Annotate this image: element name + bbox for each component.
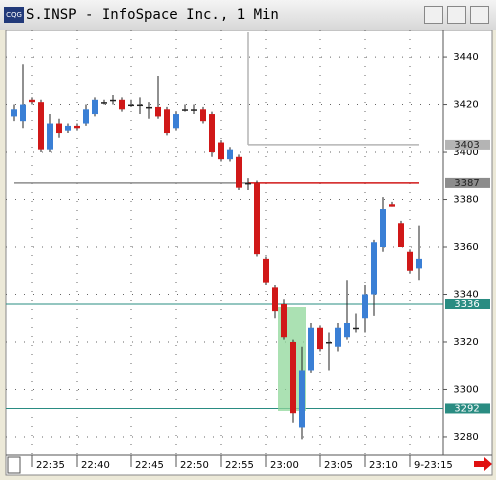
price-tag-label: 3403 — [454, 140, 479, 151]
y-tick-label: 3280 — [453, 432, 478, 443]
svg-text:CQG: CQG — [6, 11, 22, 19]
candle-body — [407, 251, 413, 271]
candle-body — [191, 109, 197, 111]
candle-body — [362, 294, 368, 319]
y-tick-label: 3400 — [453, 147, 478, 158]
price-tag-label: 3336 — [454, 299, 479, 310]
candle-body — [74, 125, 80, 129]
candle-body — [137, 104, 143, 107]
title-bar: CQG S.INSP - InfoSpace Inc., 1 Min — [0, 0, 496, 31]
x-tick-label: 22:45 — [135, 460, 164, 471]
y-tick-label: 3420 — [453, 100, 478, 111]
maximize-button[interactable] — [447, 6, 466, 24]
candle-body — [371, 242, 377, 295]
candle-body — [290, 341, 296, 414]
y-tick-label: 3360 — [453, 242, 478, 253]
x-tick-label: 23:00 — [270, 460, 299, 471]
candle-body — [335, 327, 341, 347]
candle-body — [119, 99, 125, 110]
candle-body — [110, 99, 116, 102]
x-tick-label: 22:35 — [36, 460, 65, 471]
candle-body — [209, 114, 215, 153]
y-tick-label: 3440 — [453, 52, 478, 63]
app-icon: CQG — [4, 7, 24, 23]
candle-body — [65, 125, 71, 131]
x-tick-label: 22:55 — [225, 460, 254, 471]
price-tag-label: 3292 — [454, 403, 479, 414]
x-tick-label: 23:05 — [324, 460, 353, 471]
candle-body — [200, 109, 206, 122]
candle-body — [299, 370, 305, 428]
candle-body — [182, 109, 188, 111]
candle-body — [128, 104, 134, 107]
candle-body — [326, 341, 332, 344]
corner-box[interactable] — [7, 456, 21, 474]
candle-body — [47, 123, 53, 150]
candle-body — [317, 327, 323, 350]
candle-body — [146, 106, 152, 109]
price-tag — [445, 177, 490, 188]
candle-body — [173, 114, 179, 129]
minimize-button[interactable] — [424, 6, 443, 24]
candle-body — [344, 322, 350, 338]
candle-body — [155, 106, 161, 117]
candle-body — [218, 142, 224, 160]
candle-body — [389, 204, 395, 207]
price-tag — [445, 298, 490, 309]
candle-body — [56, 123, 62, 134]
candle-body — [263, 258, 269, 283]
candle-body — [353, 327, 359, 330]
candle-body — [281, 303, 287, 338]
scroll-arrow[interactable] — [474, 457, 492, 471]
y-tick-label: 3340 — [453, 289, 478, 300]
y-tick-label: 3380 — [453, 195, 478, 206]
price-tag — [445, 403, 490, 414]
candle-body — [164, 109, 170, 134]
candle-body — [236, 156, 242, 188]
candle-body — [20, 104, 26, 122]
window-title: S.INSP - InfoSpace Inc., 1 Min — [26, 7, 279, 23]
candle-body — [11, 109, 17, 117]
candle-body — [101, 102, 107, 104]
candle-body — [254, 182, 260, 255]
y-tick-label: 3300 — [453, 384, 478, 395]
candle-body — [38, 102, 44, 150]
x-tick-label: 22:40 — [81, 460, 110, 471]
candle-body — [272, 287, 278, 312]
x-tick-label: 22:50 — [180, 460, 209, 471]
price-tag-label: 3387 — [454, 178, 479, 189]
candle-body — [92, 99, 98, 115]
x-tick-label: 23:10 — [369, 460, 398, 471]
candle-body — [398, 223, 404, 248]
candle-body — [380, 209, 386, 248]
candle-body — [83, 109, 89, 124]
candle-body — [227, 149, 233, 160]
close-button[interactable] — [470, 6, 489, 24]
chart: 3280 3300 3320 3340 3360 3380 3400 3420 3440 22:3… — [0, 30, 496, 480]
x-tick-label: 9-23:15 — [414, 460, 453, 471]
candle-body — [416, 258, 422, 269]
candle-body — [29, 99, 35, 103]
y-tick-label: 3320 — [453, 337, 478, 348]
candle-body — [245, 182, 251, 185]
price-tag — [445, 139, 490, 150]
candle-body — [308, 327, 314, 371]
